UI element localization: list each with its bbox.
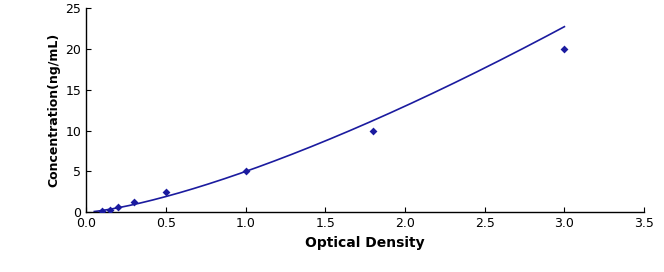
Point [105, 208, 116, 212]
Point [113, 205, 124, 209]
Y-axis label: Concentration(ng/mL): Concentration(ng/mL) [47, 33, 60, 187]
Point [129, 200, 139, 204]
X-axis label: Optical Density: Optical Density [305, 236, 425, 250]
Point [240, 169, 251, 174]
Point [368, 128, 378, 133]
Point [559, 47, 570, 51]
Point [97, 209, 108, 213]
Point [161, 190, 171, 194]
